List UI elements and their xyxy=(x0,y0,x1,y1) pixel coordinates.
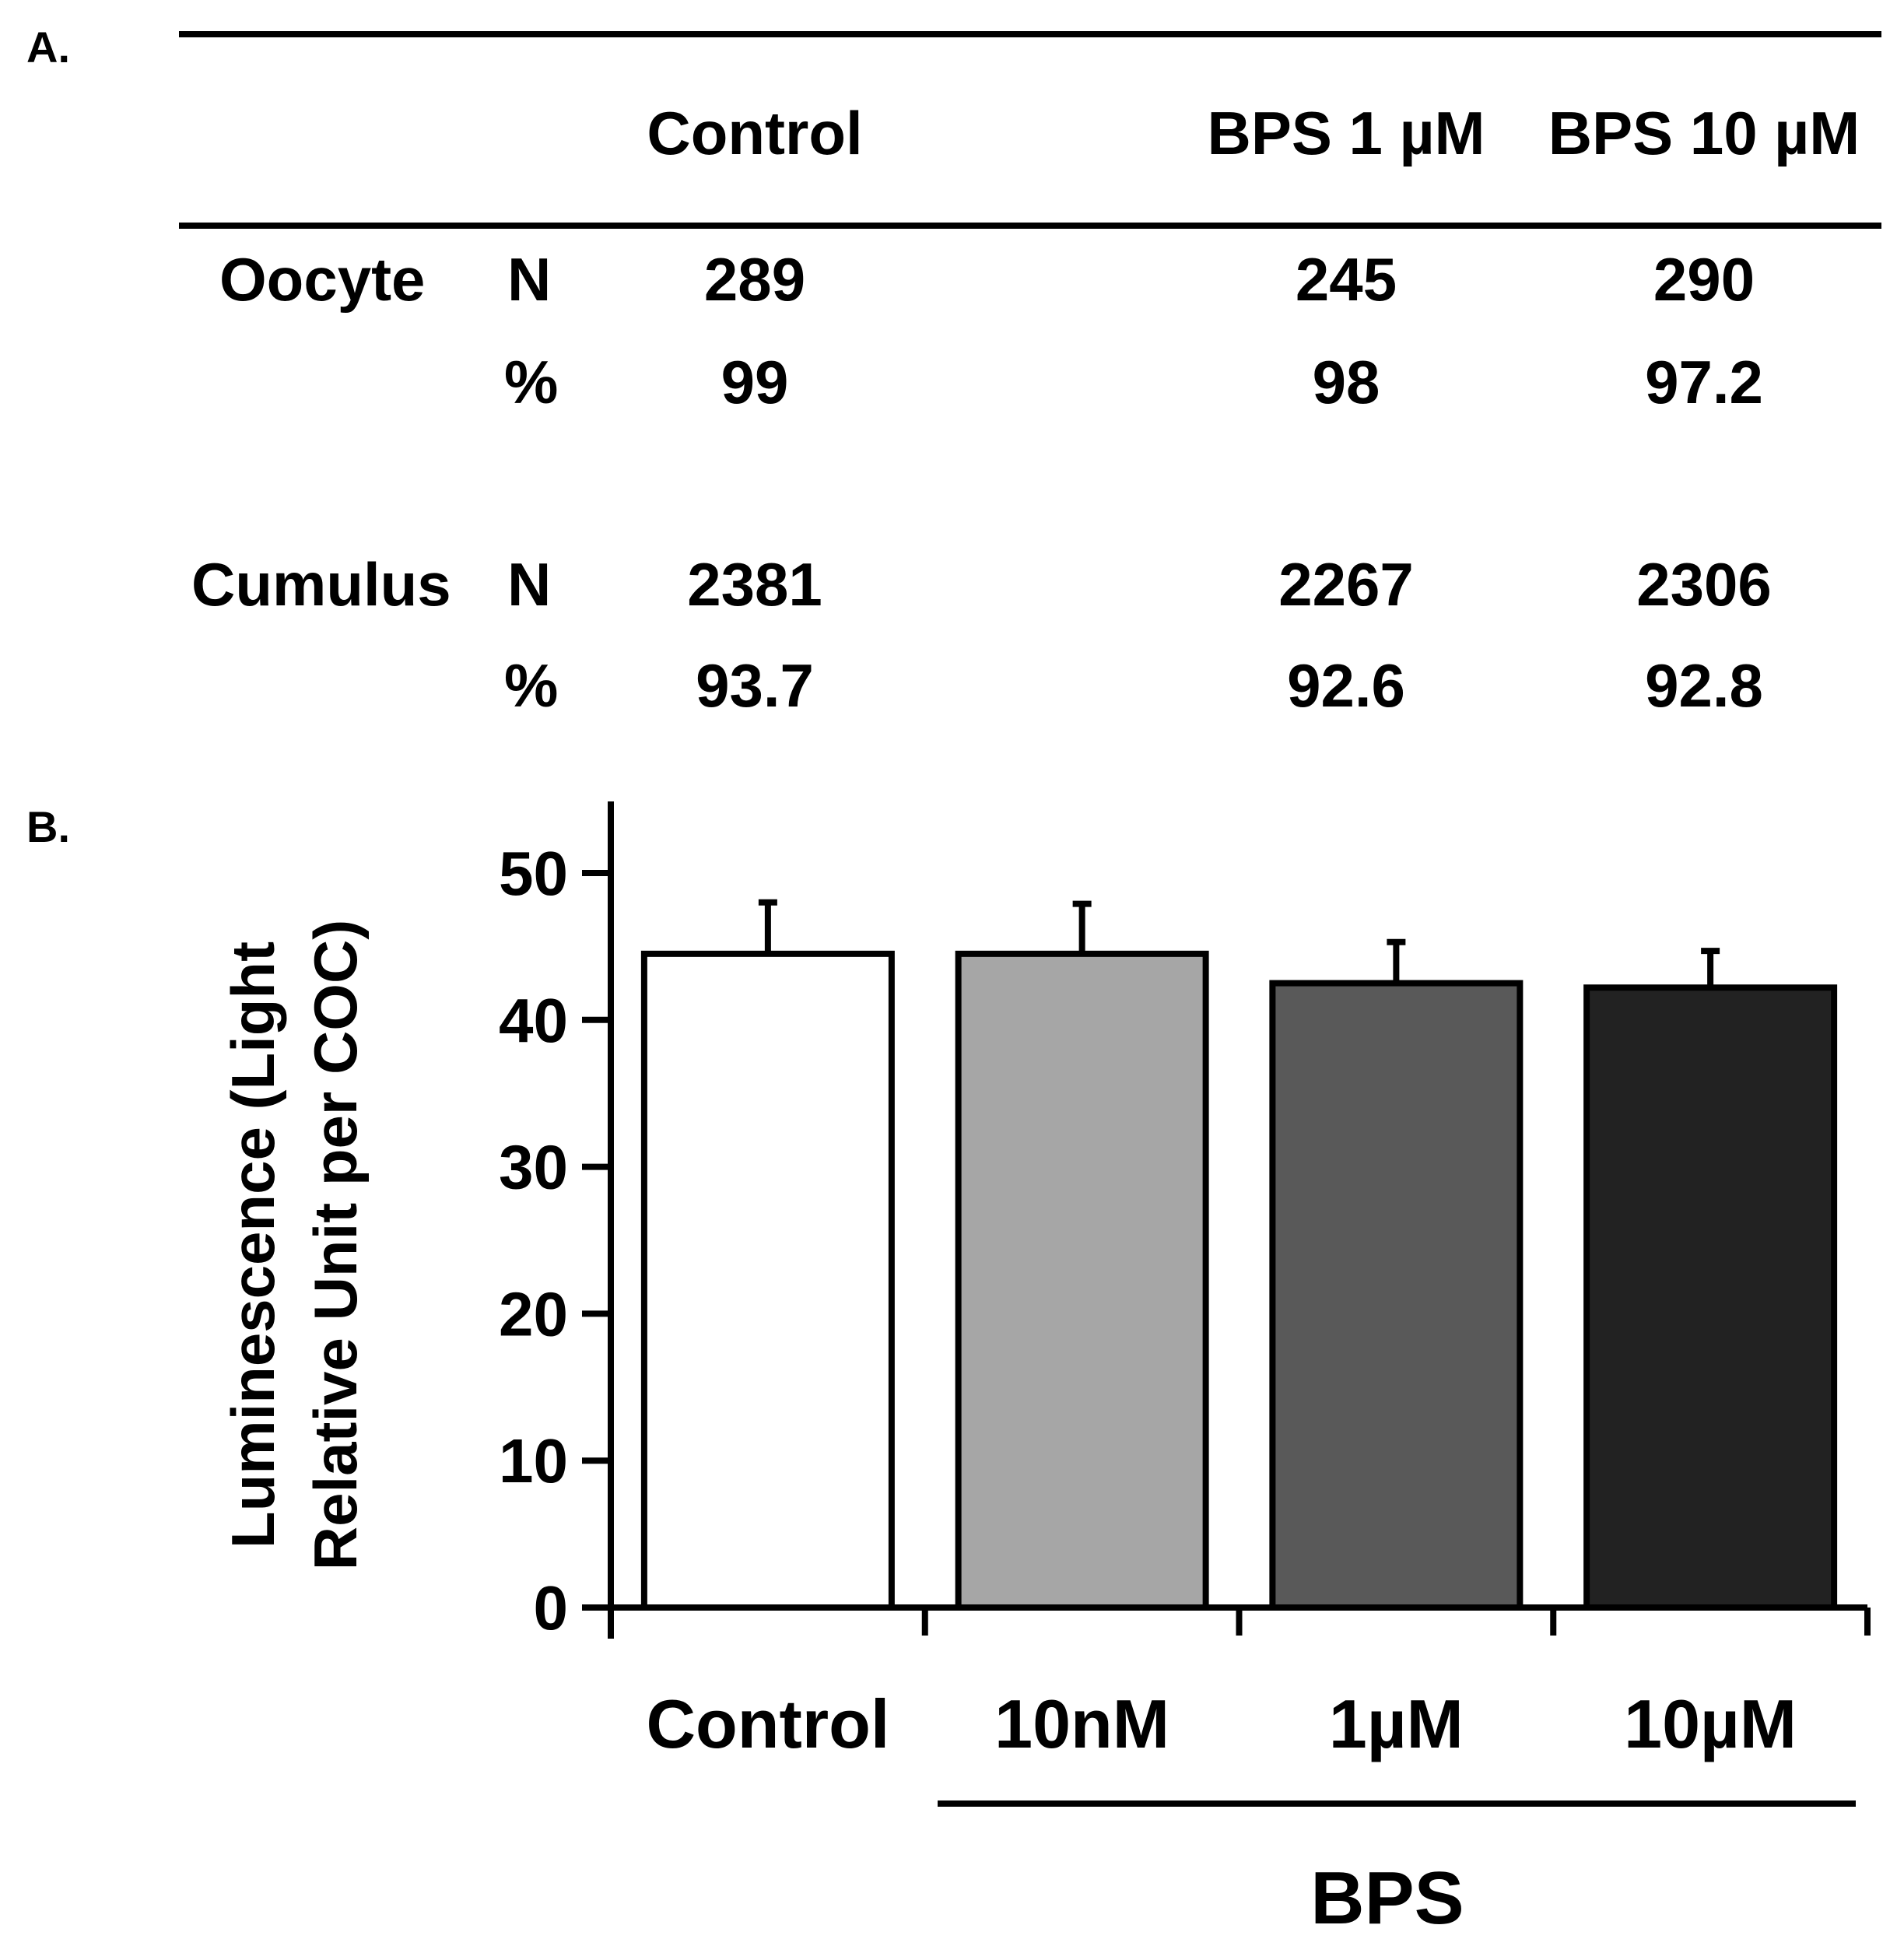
y-tick-label: 20 xyxy=(499,1279,568,1348)
x-tick-label: 1µM xyxy=(1329,1685,1464,1762)
panel-b-label: B. xyxy=(26,802,70,851)
table-cell: 92.6 xyxy=(1287,651,1405,720)
panel-a-label: A. xyxy=(26,23,70,72)
y-tick-label: 40 xyxy=(499,986,568,1055)
table-cell: 245 xyxy=(1295,245,1397,314)
table-header-bps-10um: BPS 10 µM xyxy=(1548,99,1860,167)
row-group-oocyte: Oocyte xyxy=(219,245,426,314)
y-axis-label-line: Relative Unit per COC) xyxy=(301,920,370,1570)
table-cell: 2381 xyxy=(687,550,822,619)
y-tick-label: 0 xyxy=(534,1573,569,1643)
y-tick-label: 50 xyxy=(499,839,568,908)
x-tick-label: 10nM xyxy=(994,1685,1169,1762)
table-cell: 93.7 xyxy=(696,651,814,720)
bar xyxy=(1583,984,1838,1611)
row-stat-n: N xyxy=(507,245,552,314)
table-cell: 92.8 xyxy=(1645,651,1763,720)
x-tick-label: 10µM xyxy=(1624,1685,1797,1762)
group-label: BPS xyxy=(1310,1857,1464,1940)
table-header-rule xyxy=(179,223,1881,229)
y-tick-label: 30 xyxy=(499,1133,568,1202)
y-axis-label-line: Luminescence (Light xyxy=(219,941,287,1548)
table-cell: 2267 xyxy=(1278,550,1414,619)
bar xyxy=(955,950,1209,1611)
row-stat-n: N xyxy=(507,550,552,619)
labels-layer: Control 10nM 1µM 10µM 0 10 20 30 40 50 Luminescenc… xyxy=(219,839,1797,1940)
table-top-rule xyxy=(179,31,1881,37)
axes-layer xyxy=(582,801,1871,1807)
bar xyxy=(1269,980,1524,1611)
row-group-cumulus: Cumulus xyxy=(191,550,451,619)
bar xyxy=(640,950,895,1611)
table-cell: 289 xyxy=(703,245,806,314)
x-tick-label: Control xyxy=(646,1685,889,1762)
table-cell: 97.2 xyxy=(1645,348,1763,416)
table-header-control: Control xyxy=(647,99,863,167)
bars-layer xyxy=(640,899,1838,1611)
row-stat-percent: % xyxy=(504,348,559,416)
table-cell: 290 xyxy=(1653,245,1755,314)
y-tick-label: 10 xyxy=(499,1426,568,1495)
table-header-bps-1um: BPS 1 µM xyxy=(1207,99,1485,167)
table-cell: 99 xyxy=(721,348,789,416)
row-stat-percent: % xyxy=(504,651,559,720)
table-cell: 2306 xyxy=(1636,550,1772,619)
table-cell: 98 xyxy=(1312,348,1380,416)
